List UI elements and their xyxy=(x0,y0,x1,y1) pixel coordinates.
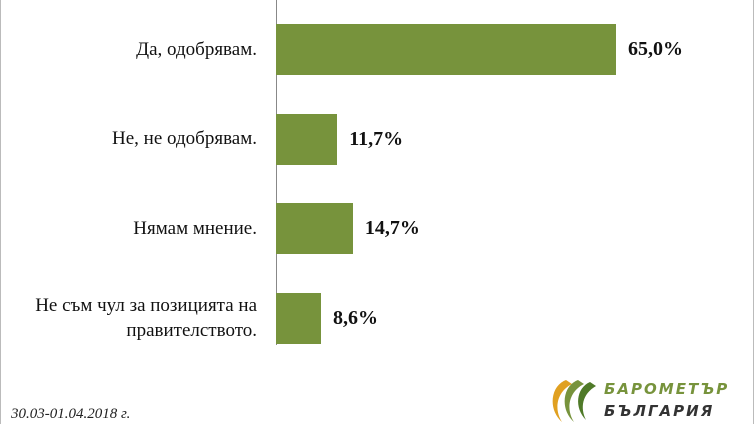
data-label: 65,0% xyxy=(627,38,683,60)
logo-text: БАРОМЕТЪР xyxy=(604,380,730,398)
category-label: Да, одобрявам. xyxy=(136,38,257,60)
footnote: 30.03-01.04.2018 г. xyxy=(11,406,131,422)
logo-icon xyxy=(552,380,596,422)
category-label: Не съм чул за позицията на правителствот… xyxy=(35,295,257,342)
category-label: Нямам мнение. xyxy=(133,217,257,239)
logo-text: БЪЛГАРИЯ xyxy=(604,402,715,420)
data-label: 8,6% xyxy=(332,307,378,330)
bar xyxy=(276,203,353,255)
bar xyxy=(276,113,338,165)
bar xyxy=(276,293,321,345)
category-label: Не, не одобрявам. xyxy=(112,128,257,150)
data-label: 11,7% xyxy=(349,127,404,150)
category-axis xyxy=(276,0,277,345)
logo: БАРОМЕТЪР БЪЛГАРИЯ xyxy=(546,376,753,424)
bar xyxy=(276,24,616,75)
data-label: 14,7% xyxy=(364,217,420,240)
